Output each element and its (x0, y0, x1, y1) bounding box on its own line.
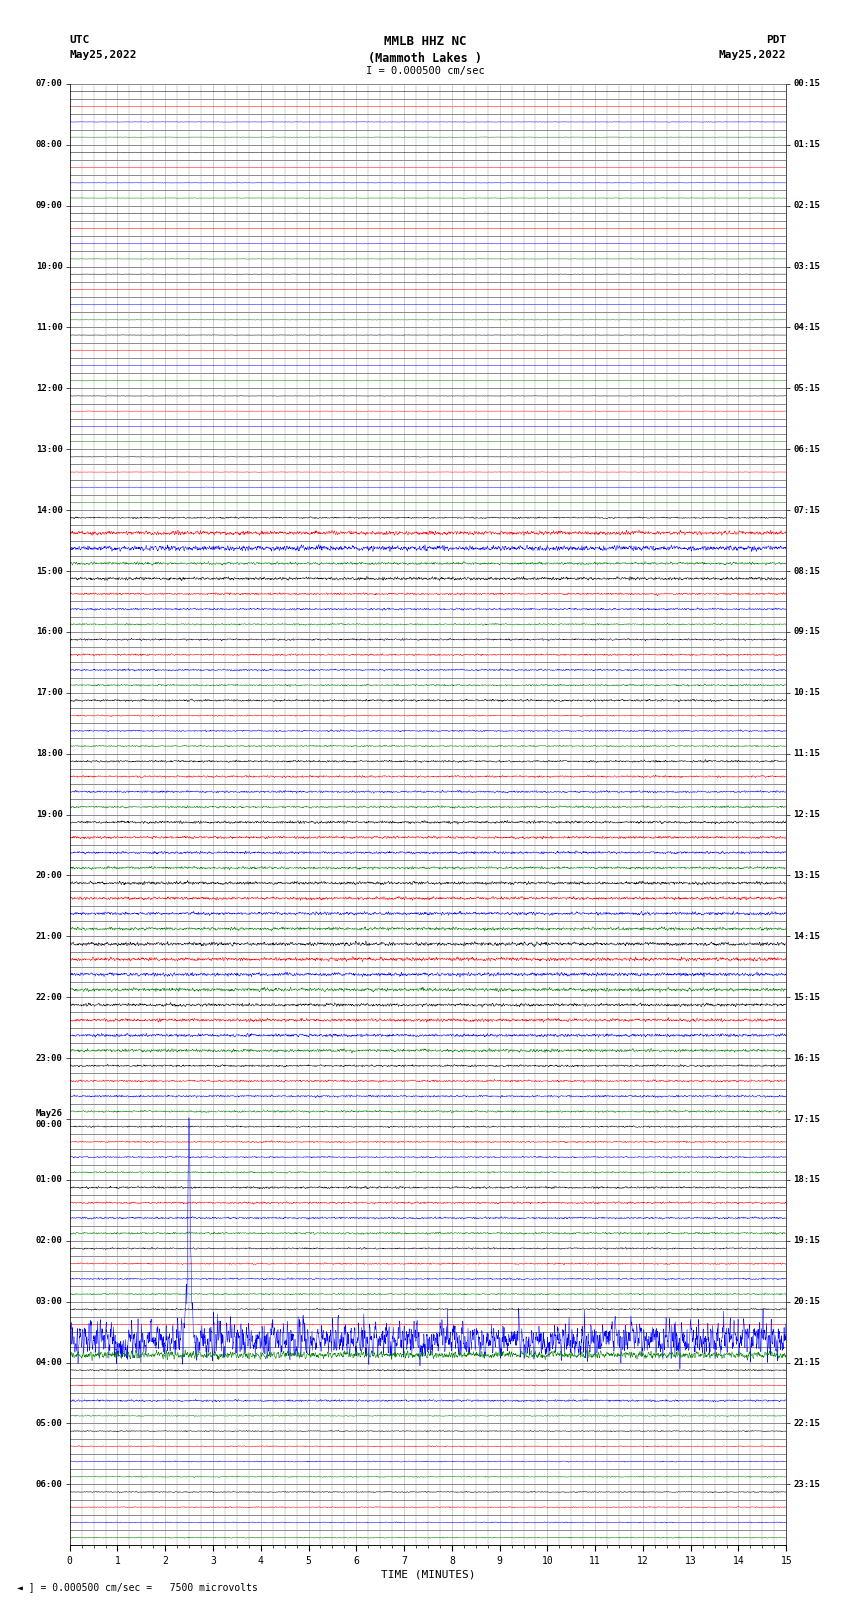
Text: PDT: PDT (766, 35, 786, 45)
Text: I = 0.000500 cm/sec: I = 0.000500 cm/sec (366, 66, 484, 76)
Text: May25,2022: May25,2022 (719, 50, 786, 60)
X-axis label: TIME (MINUTES): TIME (MINUTES) (381, 1569, 475, 1579)
Text: UTC: UTC (70, 35, 90, 45)
Text: MMLB HHZ NC: MMLB HHZ NC (383, 35, 467, 48)
Text: May25,2022: May25,2022 (70, 50, 137, 60)
Text: ◄ ] = 0.000500 cm/sec =   7500 microvolts: ◄ ] = 0.000500 cm/sec = 7500 microvolts (17, 1582, 258, 1592)
Text: (Mammoth Lakes ): (Mammoth Lakes ) (368, 52, 482, 65)
